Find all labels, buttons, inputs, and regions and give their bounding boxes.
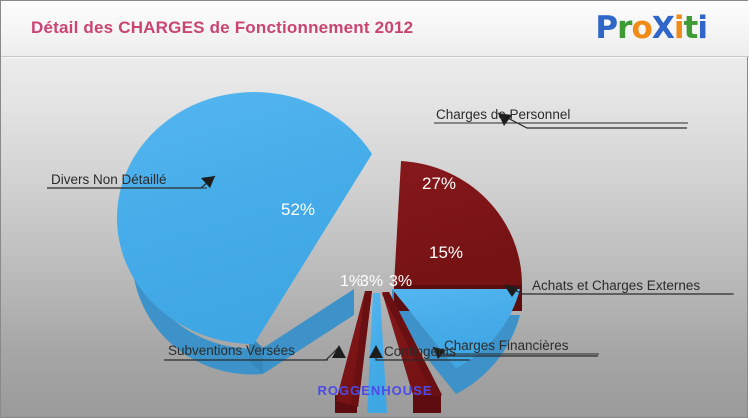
slice-divers-non-detaille[interactable] <box>116 92 372 345</box>
pie-slices <box>116 92 523 413</box>
slice-charges-de-personnel[interactable] <box>394 161 523 285</box>
slice-side-achats <box>392 289 520 394</box>
arrow-contingents <box>369 345 383 358</box>
label-divers[interactable]: Divers Non Détaillé <box>51 172 167 187</box>
pie-chart-area: 52% 27% 15% 1% 3% 3% Divers Non Détaillé… <box>1 57 749 419</box>
label-personnel[interactable]: Charges de Personnel <box>436 107 570 122</box>
value-financieres: 3% <box>389 273 412 290</box>
arrow-subventions <box>332 345 346 358</box>
label-contingents[interactable]: Contingents <box>384 344 456 359</box>
logo-letter-i2: i <box>697 10 708 46</box>
arrow-divers <box>201 176 215 188</box>
logo-letter-r: r <box>617 10 632 46</box>
value-contingents: 3% <box>360 273 383 290</box>
logo-letter-o: o <box>631 10 652 46</box>
label-subventions[interactable]: Subventions Versées <box>168 343 295 358</box>
callout-text-group: Divers Non Détaillé Charges de Personnel… <box>51 107 700 359</box>
city-name: ROGGENHOUSE <box>317 383 433 398</box>
proxiti-logo: ProXiti <box>595 10 708 46</box>
value-personnel: 27% <box>422 174 456 193</box>
slice-side-financieres <box>413 395 441 413</box>
value-divers: 52% <box>281 200 315 219</box>
logo-letter-t: t <box>683 10 699 46</box>
header-bar: Détail des CHARGES de Fonctionnement 201… <box>1 1 749 57</box>
arrow-financieres <box>433 347 446 359</box>
slice-achats-et-charges-externes[interactable] <box>392 289 520 368</box>
callout-arrowheads <box>201 113 519 359</box>
value-subventions: 1% <box>340 273 363 290</box>
slice-side-achats-b <box>392 289 456 394</box>
page-title: Détail des CHARGES de Fonctionnement 201… <box>31 18 414 37</box>
logo-letter-i1: i <box>673 10 685 46</box>
pie-chart-svg: 52% 27% 15% 1% 3% 3% Divers Non Détaillé… <box>47 92 734 413</box>
label-achats[interactable]: Achats et Charges Externes <box>532 278 700 293</box>
slice-value-labels: 52% 27% 15% 1% 3% 3% <box>281 174 463 290</box>
slice-side-divers-edge <box>263 289 354 374</box>
logo-letter-p: P <box>595 10 618 46</box>
logo-letter-x: X <box>651 11 675 46</box>
slice-charges-financieres-side <box>382 292 442 397</box>
value-achats: 15% <box>429 243 463 262</box>
callout-underlines <box>47 122 734 361</box>
arrow-achats <box>504 285 519 297</box>
arrow-personnel <box>498 113 512 126</box>
label-financieres[interactable]: Charges Financières <box>444 338 569 353</box>
slice-subventions-versees-side <box>351 291 372 407</box>
slice-side-divers-2 <box>249 335 263 374</box>
